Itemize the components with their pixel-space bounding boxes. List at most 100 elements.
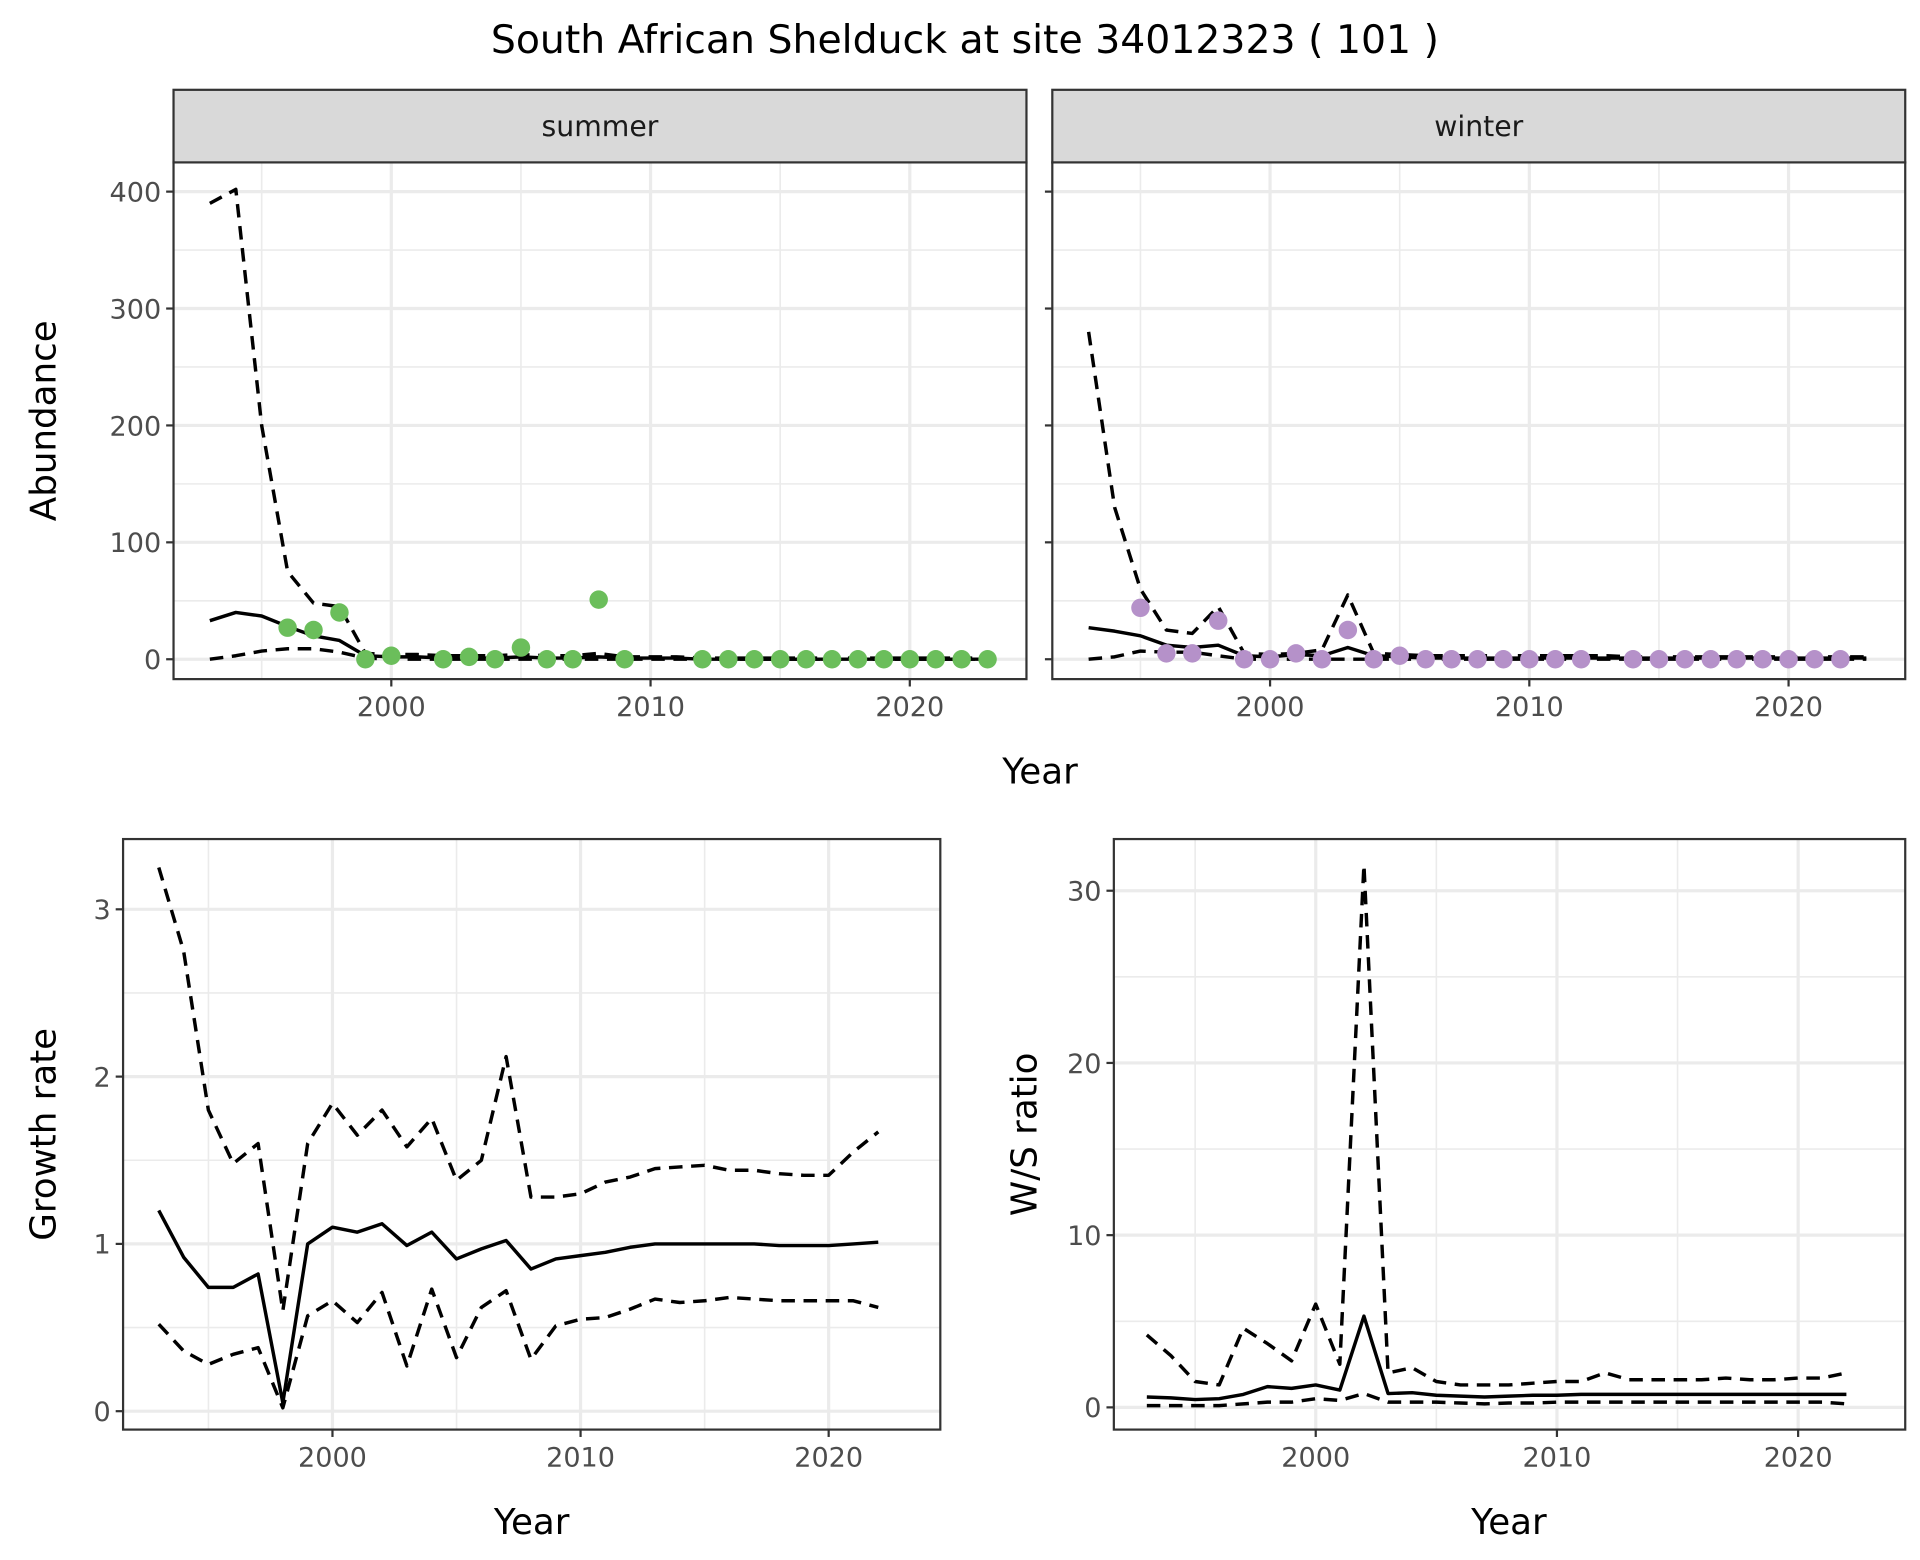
data-point <box>1805 650 1824 669</box>
data-point <box>1727 650 1746 669</box>
y-tick-label: 3 <box>94 895 111 926</box>
data-point <box>1494 650 1513 669</box>
data-point <box>1157 644 1176 663</box>
y-tick-label: 0 <box>144 645 161 676</box>
data-point <box>796 650 816 669</box>
data-point <box>1286 644 1306 663</box>
data-point <box>900 650 920 669</box>
data-point <box>822 650 842 669</box>
data-point <box>1442 650 1461 669</box>
data-point <box>589 590 608 609</box>
ratio-x-axis-title: Year <box>1470 1502 1547 1543</box>
data-point <box>511 638 531 657</box>
plot-background <box>123 839 941 1430</box>
facet-strip-label: summer <box>542 110 659 143</box>
data-point <box>1649 650 1669 669</box>
x-tick-label: 2010 <box>1522 1443 1591 1474</box>
y-tick-label: 400 <box>110 177 162 208</box>
data-point <box>615 650 634 669</box>
data-point <box>304 620 323 640</box>
y-tick-label: 30 <box>1067 877 1101 908</box>
data-point <box>874 650 894 669</box>
data-point <box>1779 650 1798 669</box>
data-point <box>848 650 868 669</box>
data-point <box>1131 598 1150 618</box>
series-line-upper <box>1145 863 1847 1387</box>
growth-y-axis-title: Growth rate <box>23 1028 64 1241</box>
chart-title: South African Shelduck at site 34012323 … <box>491 17 1439 63</box>
data-point <box>719 650 738 669</box>
y-tick-label: 100 <box>110 528 162 559</box>
data-point <box>382 646 401 665</box>
x-tick-label: 2020 <box>1764 1443 1833 1474</box>
data-point <box>926 650 945 669</box>
data-point <box>1364 650 1384 669</box>
x-tick-label: 2010 <box>616 692 685 723</box>
x-tick-label: 2000 <box>1281 1443 1350 1474</box>
x-tick-label: 2010 <box>1495 692 1564 723</box>
data-point <box>1571 650 1591 669</box>
data-point <box>485 650 505 669</box>
data-point <box>1701 650 1721 669</box>
y-tick-label: 0 <box>94 1397 111 1428</box>
data-point <box>1260 650 1280 669</box>
data-point <box>770 650 790 669</box>
y-tick-label: 2 <box>94 1062 111 1093</box>
data-point <box>693 650 712 669</box>
x-tick-label: 2000 <box>357 692 426 723</box>
data-point <box>537 650 557 669</box>
x-tick-label: 2000 <box>1236 692 1305 723</box>
y-tick-label: 1 <box>94 1230 111 1261</box>
data-point <box>1546 650 1565 669</box>
data-point <box>356 650 375 669</box>
growth-x-axis-title: Year <box>493 1502 570 1543</box>
plot-background <box>1113 839 1906 1430</box>
y-tick-label: 20 <box>1067 1049 1101 1080</box>
y-tick-label: 300 <box>110 294 162 325</box>
data-point <box>1675 650 1695 669</box>
x-tick-label: 2020 <box>794 1443 863 1474</box>
top-x-axis-title: Year <box>1001 752 1078 793</box>
x-tick-label: 2000 <box>298 1443 367 1474</box>
series-line-upper <box>157 866 880 1313</box>
series-line-lower <box>157 1287 879 1410</box>
data-point <box>1831 650 1850 669</box>
data-point <box>433 650 453 669</box>
y-tick-label: 200 <box>110 411 162 442</box>
top-y-axis-title: Abundance <box>23 320 64 521</box>
y-tick-label: 0 <box>1084 1393 1101 1424</box>
facet-strip-label: winter <box>1434 110 1523 143</box>
panel-growth: 2000 2010 2020 0 1 2 3 <box>94 837 942 1474</box>
facet-strip <box>172 88 1028 164</box>
x-tick-label: 2010 <box>546 1443 615 1474</box>
data-point <box>1312 650 1332 669</box>
data-point <box>1520 650 1539 669</box>
panel-ratio: 2000 2010 2020 0 10 20 30 <box>1067 837 1907 1474</box>
data-point <box>330 603 349 622</box>
series-line-lower <box>1146 1391 1847 1408</box>
x-tick-label: 2020 <box>1754 692 1823 723</box>
ratio-y-axis-title: W/S ratio <box>1004 1053 1045 1216</box>
panel-summer: summer 2000 2010 2020 0 100 200 300 400 <box>110 88 1028 723</box>
series-line-estimate <box>157 1209 879 1405</box>
data-point <box>278 618 297 637</box>
data-point <box>1753 650 1772 669</box>
panel-border <box>121 837 942 1431</box>
data-point <box>1338 620 1358 640</box>
plot-background <box>1052 162 1906 680</box>
series-line-estimate <box>1146 1314 1847 1402</box>
x-tick-label: 2020 <box>875 692 944 723</box>
data-point <box>978 650 997 669</box>
facet-strip <box>1051 88 1907 164</box>
data-point <box>1183 644 1202 663</box>
data-point <box>745 650 764 669</box>
data-point <box>1390 646 1409 665</box>
data-point <box>1208 611 1228 630</box>
panel-border <box>1112 837 1907 1431</box>
data-point <box>459 647 479 667</box>
data-point <box>1234 650 1254 669</box>
data-point <box>1468 650 1487 669</box>
data-point <box>563 650 583 669</box>
panel-winter: winter 2000 2010 2020 <box>1044 88 1907 723</box>
